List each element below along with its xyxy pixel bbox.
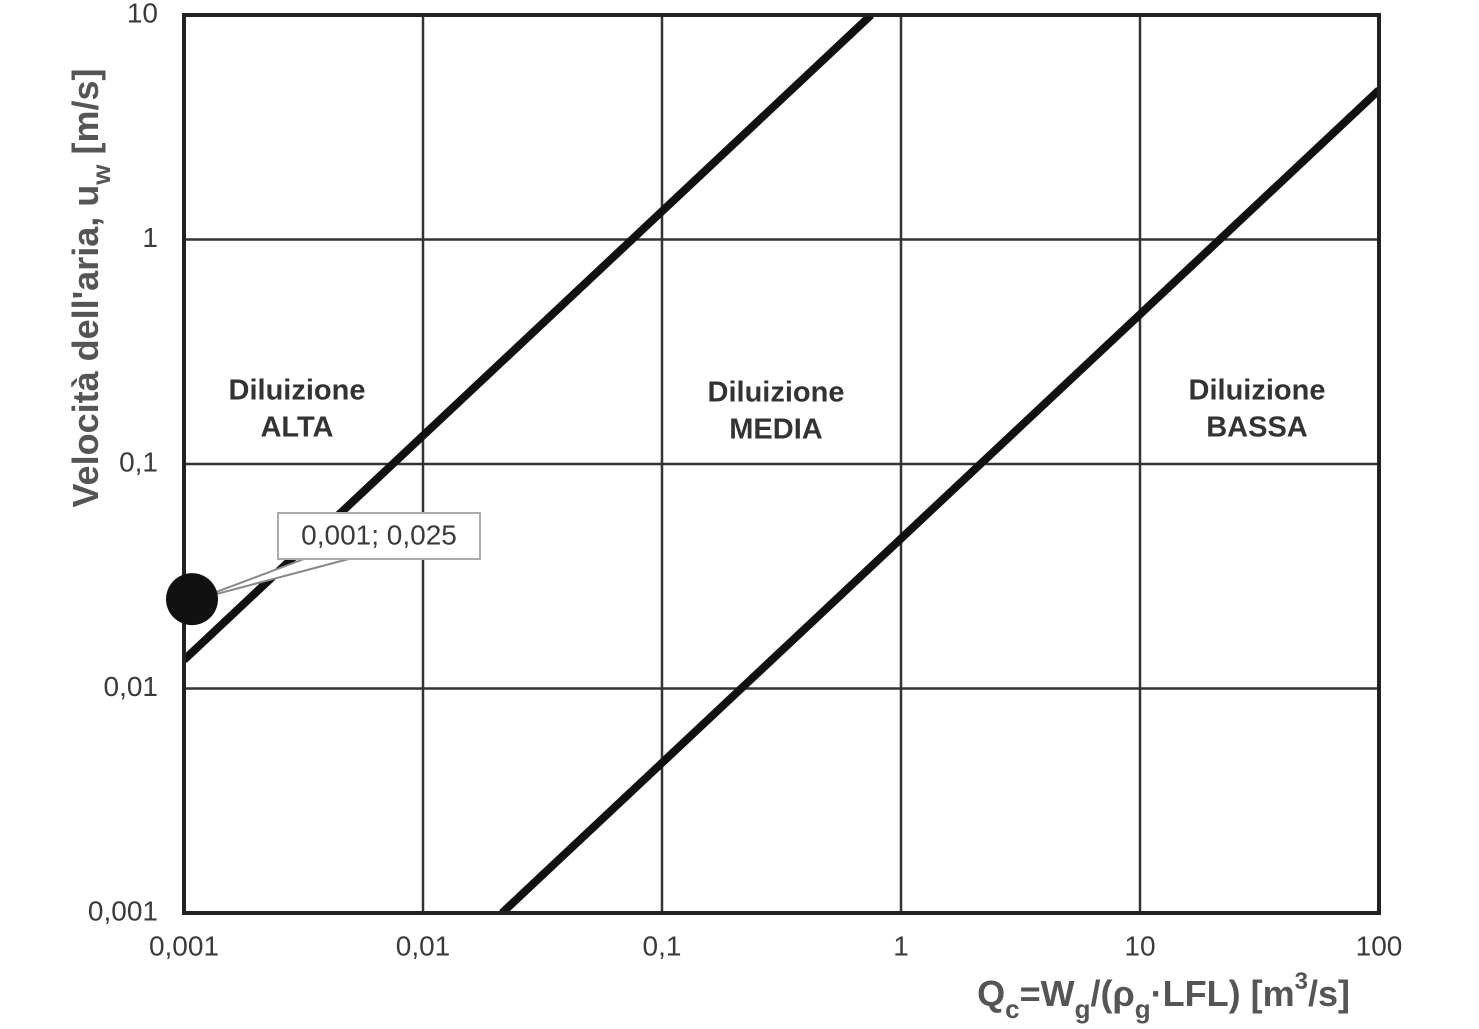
axis-title-part: Q	[977, 973, 1005, 1014]
y-tick-label: 0,01	[104, 671, 159, 702]
y-tick-label: 10	[127, 0, 158, 28]
region-label: Diluizione	[229, 375, 366, 407]
callout-box	[277, 512, 481, 560]
axis-title-part: Velocità dell'aria, u	[65, 185, 106, 508]
axis-title-part: ·LFL) [m	[1151, 973, 1295, 1014]
region-label: Diluizione	[1189, 375, 1326, 407]
region-label: ALTA	[260, 412, 333, 444]
region-label: Diluizione	[708, 377, 845, 409]
axis-title-part: /(ρ	[1091, 973, 1135, 1014]
callout-label: 0,001; 0,025	[301, 519, 457, 550]
data-point	[166, 573, 218, 626]
axis-title-part: [m/s]	[65, 69, 106, 165]
axis-title-part: g	[1075, 994, 1091, 1024]
series-line	[499, 87, 1379, 913]
region-label: BASSA	[1206, 412, 1308, 444]
axis-title-part: c	[1005, 994, 1019, 1024]
axis-title-part: 3	[1295, 968, 1308, 995]
x-tick-label: 100	[1356, 930, 1403, 961]
y-tick-label: 0,001	[88, 895, 158, 926]
y-tick-label: 0,1	[119, 446, 158, 477]
y-tick-label: 1	[142, 222, 158, 253]
y-axis-title: Velocità dell'aria, uw [m/s]	[65, 69, 116, 508]
region-label: MEDIA	[729, 414, 823, 446]
axis-title-part: /s]	[1308, 973, 1350, 1014]
x-tick-label: 0,1	[643, 930, 682, 961]
axis-title-part: =W	[1020, 973, 1075, 1014]
series-line	[184, 15, 874, 663]
x-axis-title: Qc=Wg/(ρg·LFL) [m3/s]	[977, 968, 1350, 1024]
x-tick-label: 1	[893, 930, 909, 961]
plot-frame	[182, 13, 1381, 915]
x-tick-label: 10	[1124, 930, 1155, 961]
callout-leader	[196, 555, 361, 601]
labels: 0,001 0,01 0,1 1 10 100 0,001 0,01 0,1 1 10 0,001; …	[65, 0, 1403, 1024]
grid	[182, 13, 1381, 915]
x-tick-label: 0,01	[396, 930, 451, 961]
x-tick-label: 0,001	[149, 930, 219, 961]
axis-title-part: g	[1135, 994, 1151, 1024]
axis-title-part: w	[86, 164, 116, 186]
